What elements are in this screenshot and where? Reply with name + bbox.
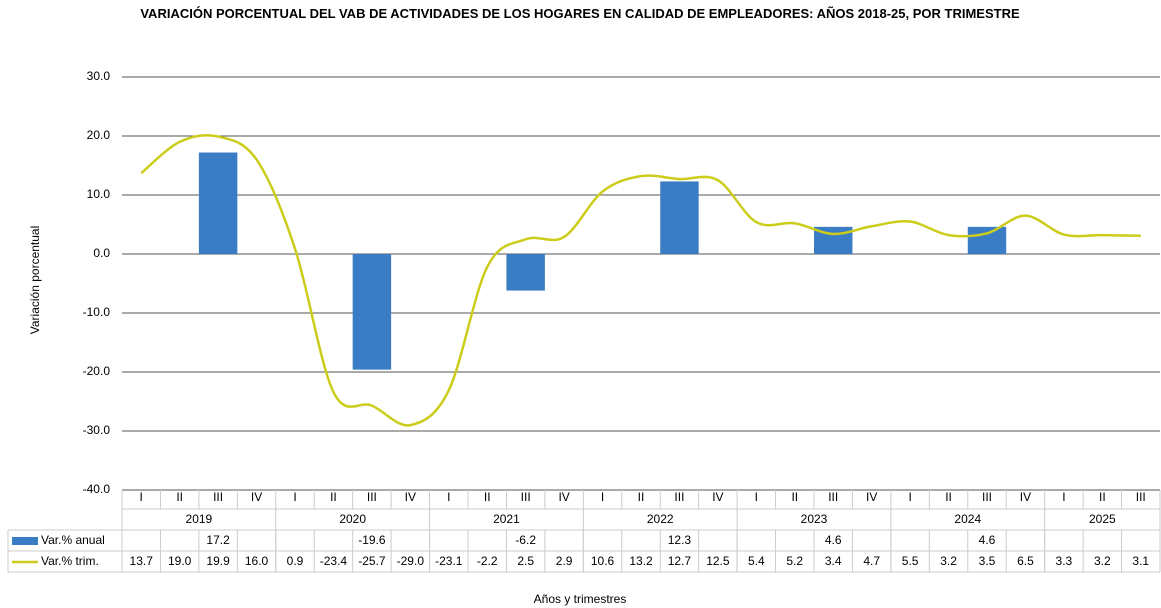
x-tick-label: I [140,490,143,504]
y-tick-label: -10.0 [83,305,111,319]
table-value: 3.2 [1094,554,1111,568]
table-value: 13.7 [130,554,154,568]
table-value: -23.1 [435,554,463,568]
x-tick-label: II [176,490,183,504]
group-label: 2022 [647,512,674,526]
y-tick-label: -20.0 [83,364,111,378]
y-tick-label: 0.0 [93,246,110,260]
table-value: 5.2 [786,554,803,568]
table-value: 5.4 [748,554,765,568]
x-axis-title: Años y trimestres [534,592,627,606]
x-tick-label: III [1136,490,1146,504]
table-value: 3.2 [940,554,957,568]
x-tick-label: IV [1020,490,1031,504]
table-value: 3.3 [1056,554,1073,568]
table-value: 12.7 [668,554,692,568]
x-tick-label: I [601,490,604,504]
group-label: 2025 [1089,512,1116,526]
x-tick-label: II [484,490,491,504]
table-value: 5.5 [902,554,919,568]
bar [198,152,238,254]
x-tick-label: II [791,490,798,504]
x-tick-label: I [293,490,296,504]
x-tick-label: IV [251,490,262,504]
table-value: 12.5 [706,554,730,568]
x-tick-label: IV [405,490,416,504]
table-value: 16.0 [245,554,269,568]
x-tick-label: IV [712,490,723,504]
y-tick-label: 30.0 [87,69,111,83]
table-value: 4.6 [979,533,996,547]
x-tick-label: IV [866,490,877,504]
x-tick-label: III [521,490,531,504]
y-axis-title: Variación porcentual [28,226,42,335]
group-label: 2021 [493,512,520,526]
x-tick-label: III [213,490,223,504]
group-label: 2019 [186,512,213,526]
y-tick-label: -40.0 [83,482,111,496]
table-value: 0.9 [287,554,304,568]
x-tick-label: III [674,490,684,504]
bar [967,226,1007,254]
bar [352,254,392,370]
bar [506,254,545,291]
table-value: -25.7 [358,554,386,568]
table-value: 4.6 [825,533,842,547]
legend-label: Var.% anual [41,533,105,547]
table-value: -2.2 [477,554,498,568]
bar [660,181,699,254]
table-value: -6.2 [515,533,536,547]
x-tick-label: I [755,490,758,504]
x-tick-label: III [828,490,838,504]
y-tick-label: -30.0 [83,423,111,437]
line [140,134,1141,427]
x-tick-label: III [367,490,377,504]
x-tick-label: II [1099,490,1106,504]
x-tick-label: II [330,490,337,504]
table-value: 2.9 [556,554,573,568]
table-value: -29.0 [397,554,425,568]
group-label: 2020 [339,512,366,526]
chart-title: VARIACIÓN PORCENTUAL DEL VAB DE ACTIVIDA… [140,6,1020,21]
table-value: 2.5 [517,554,534,568]
x-tick-label: I [447,490,450,504]
group-label: 2023 [801,512,828,526]
table-value: 12.3 [668,533,692,547]
x-tick-label: II [945,490,952,504]
legend-swatch [12,537,38,545]
x-tick-label: II [638,490,645,504]
y-tick-label: 10.0 [87,187,111,201]
table-value: 3.1 [1132,554,1149,568]
table-value: 10.6 [591,554,615,568]
group-label: 2024 [954,512,981,526]
table-value: 17.2 [206,533,230,547]
table-value: 6.5 [1017,554,1034,568]
x-tick-label: I [908,490,911,504]
table-value: 13.2 [629,554,653,568]
y-tick-label: 20.0 [87,128,111,142]
table-value: -19.6 [358,533,386,547]
x-tick-label: IV [558,490,569,504]
table-value: -23.4 [320,554,348,568]
x-tick-label: III [982,490,992,504]
table-value: 19.0 [168,554,192,568]
table-value: 3.4 [825,554,842,568]
table-value: 4.7 [863,554,880,568]
table-value: 19.9 [206,554,230,568]
x-tick-label: I [1062,490,1065,504]
legend-label: Var.% trim. [41,554,99,568]
table-value: 3.5 [979,554,996,568]
